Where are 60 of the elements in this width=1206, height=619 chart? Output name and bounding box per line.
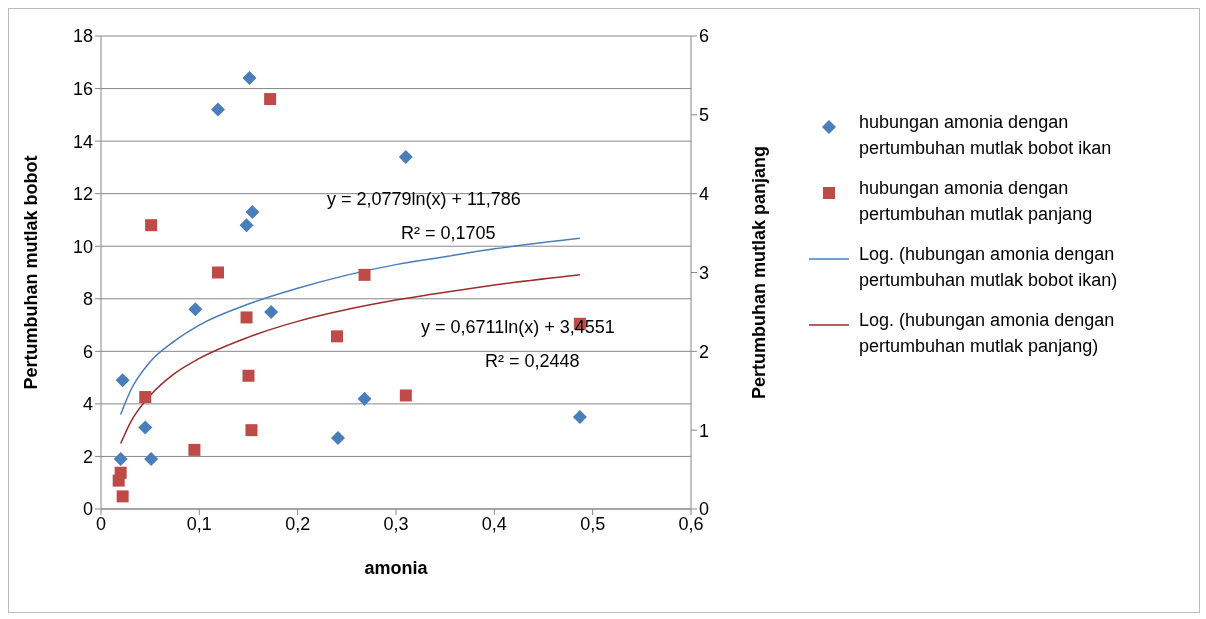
legend-label: Log. (hubungan amonia dengan pertumbuhan mutlak bobot ikan) [859,243,1119,292]
y-tick-label: 0 [82,499,93,520]
point [144,452,159,467]
point [138,420,153,435]
x-tick-label: 0,5 [580,513,606,534]
point [113,452,128,467]
y-tick-label: 12 [72,184,93,205]
point [212,266,225,279]
y-tick-label: 8 [82,289,93,310]
y-tick-label: 4 [82,394,93,415]
point [245,205,260,220]
x-tick-label: 0 [95,513,107,534]
legend-label: hubungan amonia dengan pertumbuhan mutlak bobot ikan [859,111,1113,160]
point [240,311,253,324]
point [264,304,279,319]
y-tick-label: 14 [72,131,93,152]
point [112,474,125,487]
y2-tick-label: 4 [699,184,710,205]
point [264,93,277,106]
annotation: y = 2,0779ln(x) + 11,786 [327,189,521,210]
point [245,424,258,437]
y-tick-label: 18 [72,26,93,47]
point [398,149,413,164]
point [116,490,129,503]
x-tick-label: 0,1 [186,513,212,534]
x-tick-label: 0,4 [481,513,507,534]
point [242,71,257,86]
y2-tick-label: 5 [699,105,710,126]
y-tick-label: 6 [82,341,93,362]
y2-axis-title: Pertumbuhan mutlak panjang [749,145,770,400]
point [239,218,254,233]
point [211,102,226,117]
annotation: y = 0,6711ln(x) + 3,4551 [421,317,615,338]
annotation: R² = 0,2448 [485,351,580,372]
legend-label: Log. (hubungan amonia dengan pertumbuhan mutlak panjang) [859,309,1116,358]
point [115,373,130,388]
point [145,219,158,232]
y-tick-label: 2 [82,446,93,467]
point [399,389,412,402]
y2-tick-label: 2 [699,341,710,362]
point [331,330,343,343]
annotation: R² = 0,1705 [401,223,496,244]
y2-tick-label: 3 [699,262,710,283]
x-axis-title: amonia [364,558,429,578]
y-axis-title: Pertumbuhan mutlak bobot [21,155,42,390]
point [330,431,345,446]
y-tick-label: 10 [72,236,93,257]
point [572,410,587,425]
point [358,268,371,281]
x-tick-label: 0,3 [383,513,409,534]
point [242,369,255,382]
point [357,391,372,406]
x-tick-label: 0,2 [285,513,311,534]
point [188,302,203,317]
legend-label: hubungan amonia dengan pertumbuhan mutlak panjang [859,177,1094,226]
y2-tick-label: 6 [699,26,710,47]
point [139,391,152,404]
point [188,443,201,456]
y-tick-label: 16 [72,78,93,99]
y2-tick-label: 1 [699,420,710,441]
